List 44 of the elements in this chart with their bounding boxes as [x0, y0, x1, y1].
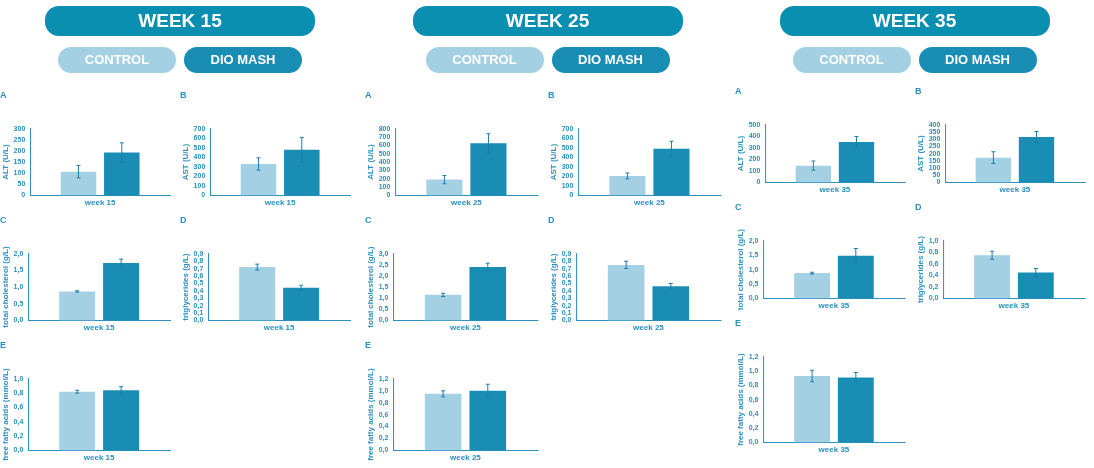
- text: A: [365, 89, 373, 100]
- text: CONTROL: [425, 47, 544, 73]
- text: D: [180, 214, 187, 225]
- x-tick-label: week 15: [83, 198, 117, 208]
- y-axis-title: ALT (U/L): [736, 135, 746, 172]
- text: D: [547, 214, 555, 225]
- text: CONTROL: [792, 47, 911, 73]
- x-tick-label: week 15: [262, 323, 296, 333]
- text: A: [0, 89, 7, 100]
- x-tick-label: week 15: [263, 198, 297, 208]
- y-axis-title: total cholesterol (g/L): [366, 246, 376, 328]
- y-axis-title: AST (U/L): [181, 143, 190, 181]
- x-tick-label: week 15: [82, 453, 116, 463]
- text: CONTROL: [58, 47, 176, 73]
- y-axis-title: AST (U/L): [548, 143, 558, 181]
- text: B: [180, 89, 187, 100]
- y-axis-title: AST (U/L): [915, 135, 925, 172]
- y-axis-title: triglycerides (g/L): [915, 235, 925, 304]
- y-axis-title: total cholesterol (g/L): [1, 246, 10, 328]
- legend-title: WEEK 25: [412, 6, 683, 36]
- x-tick-label: week 15: [82, 323, 116, 333]
- text: B: [547, 89, 555, 100]
- text: C: [0, 214, 7, 225]
- text: C: [735, 201, 743, 212]
- text: E: [365, 339, 372, 350]
- y-axis-title: total cholesterol (g/L): [736, 228, 746, 311]
- y-axis-title: ALT (U/L): [366, 144, 376, 180]
- y-axis-title: free fatty acids (mmol/L): [1, 368, 10, 461]
- y-axis-title: triglycerides (g/L): [181, 253, 190, 321]
- text: C: [365, 214, 373, 225]
- text: DIO MASH: [551, 47, 670, 73]
- text: A: [735, 85, 743, 96]
- text: DIO MASH: [918, 47, 1037, 73]
- text: E: [735, 317, 742, 328]
- text: D: [914, 201, 922, 212]
- y-axis-title: ALT (U/L): [1, 144, 10, 180]
- y-axis-title: free fatty acids (mmol/L): [366, 368, 376, 461]
- legend-title: WEEK 35: [779, 6, 1050, 36]
- legend-title: WEEK 15: [45, 6, 315, 36]
- y-axis-title: free fatty acids (mmol/L): [736, 353, 746, 446]
- text: E: [0, 339, 7, 350]
- text: DIO MASH: [184, 47, 302, 73]
- text: B: [914, 85, 922, 96]
- y-axis-title: triglycerides (g/L): [548, 253, 558, 321]
